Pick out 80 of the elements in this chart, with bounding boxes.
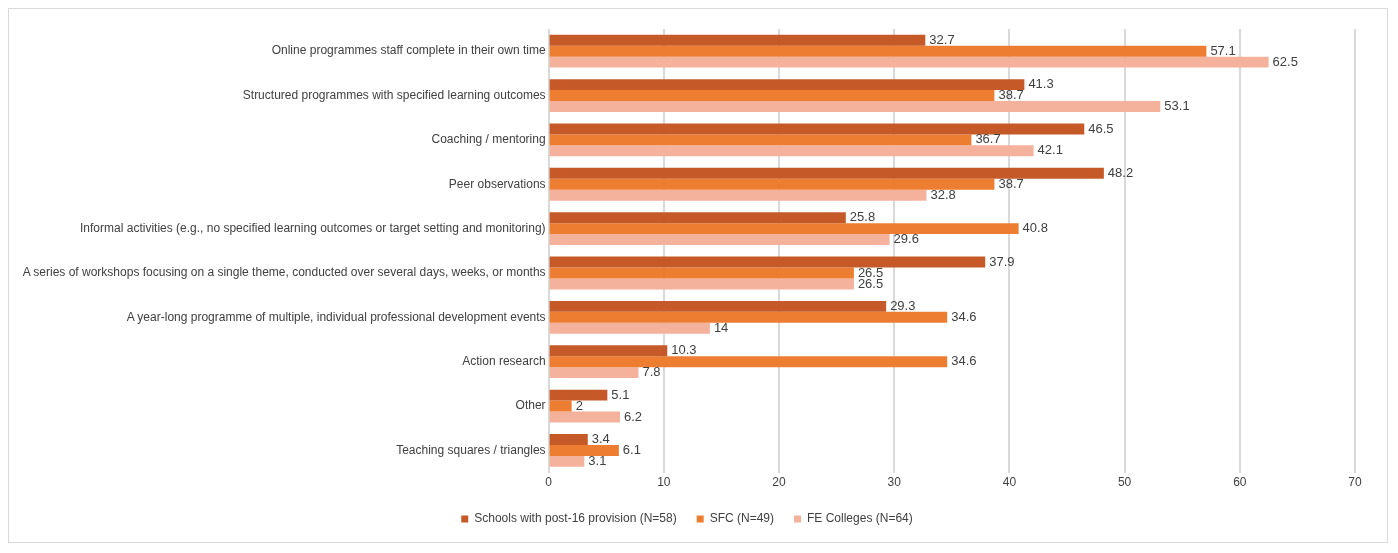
data-label: 34.6 <box>951 308 977 324</box>
legend-label: Schools with post-16 provision (N=58) <box>474 511 677 526</box>
bar <box>549 322 710 334</box>
bar <box>549 45 1207 57</box>
bar <box>549 167 1104 179</box>
data-label: 25.8 <box>849 209 876 225</box>
y-tick-label: Coaching / mentoring <box>431 132 546 147</box>
legend-label: SFC (N=49) <box>709 511 775 526</box>
bar <box>549 234 890 246</box>
y-tick-label: A series of workshops focusing on a single theme, conducted over several days, weeks, or months <box>22 265 546 280</box>
bar <box>549 300 887 312</box>
bar <box>549 101 1161 112</box>
bar <box>549 400 572 412</box>
y-tick-label: Other <box>515 398 546 413</box>
data-label: 46.5 <box>1088 120 1114 136</box>
data-label: 38.7 <box>998 87 1024 103</box>
bar <box>549 178 995 190</box>
bar <box>549 434 588 445</box>
data-label: 53.1 <box>1164 98 1190 114</box>
data-label: 7.8 <box>642 364 661 380</box>
bar <box>549 278 854 290</box>
bar <box>549 345 668 357</box>
bar <box>549 56 1269 68</box>
data-label: 40.8 <box>1022 220 1048 236</box>
y-tick-label: Peer observations <box>448 176 546 191</box>
legend-label: FE Colleges (N=64) <box>807 511 913 526</box>
bar <box>549 34 926 46</box>
x-tick-label: 0 <box>545 475 553 490</box>
data-label: 6.2 <box>624 408 643 424</box>
bar <box>549 145 1034 157</box>
data-label: 14 <box>713 319 729 335</box>
data-label: 62.5 <box>1272 53 1298 69</box>
y-tick-label: Structured programmes with specified learning outcomes <box>242 87 546 102</box>
y-tick-label: Informal activities (e.g., no specified learning outcomes or target setting and monitoring) <box>80 220 546 235</box>
y-tick-label: Online programmes staff complete in their own time <box>271 43 546 58</box>
data-label: 57.1 <box>1210 42 1236 58</box>
data-label: 38.7 <box>998 175 1024 191</box>
data-label: 3.4 <box>591 431 610 447</box>
bar <box>549 79 1025 91</box>
x-tick-label: 30 <box>887 475 902 490</box>
x-tick-label: 70 <box>1348 475 1362 490</box>
y-tick-label: A year-long programme of multiple, individual professional development events <box>126 309 546 324</box>
data-label: 36.7 <box>975 131 1001 147</box>
bar <box>549 123 1085 135</box>
data-label: 2 <box>575 397 583 413</box>
bar <box>549 455 585 467</box>
x-tick-label: 50 <box>1117 475 1132 490</box>
x-tick-label: 10 <box>657 475 671 490</box>
data-label: 26.5 <box>857 264 884 280</box>
bar <box>549 367 639 379</box>
data-label: 10.3 <box>671 342 697 358</box>
bar <box>549 189 927 201</box>
data-label: 29.3 <box>890 297 916 313</box>
data-label: 37.9 <box>989 253 1015 269</box>
data-label: 3.1 <box>588 452 607 468</box>
y-tick-label: Action research <box>462 354 546 369</box>
bar <box>549 389 608 401</box>
bar <box>549 134 972 146</box>
data-label: 6.1 <box>622 442 641 457</box>
bar <box>549 444 619 456</box>
bar <box>549 212 846 224</box>
bar <box>549 411 621 423</box>
bar <box>549 90 995 102</box>
bar <box>549 356 948 368</box>
bar <box>549 311 948 323</box>
data-label: 29.6 <box>893 231 919 247</box>
data-label: 42.1 <box>1037 142 1063 158</box>
y-tick-label: Teaching squares / triangles <box>396 442 546 457</box>
data-label: 32.8 <box>930 186 956 202</box>
data-label: 34.6 <box>951 353 977 369</box>
x-tick-label: 40 <box>1002 475 1017 490</box>
x-tick-label: 60 <box>1233 475 1247 490</box>
x-tick-label: 20 <box>772 475 786 490</box>
bar <box>549 223 1019 235</box>
data-label: 48.2 <box>1107 164 1134 180</box>
data-label: 41.3 <box>1028 76 1054 92</box>
data-label: 5.1 <box>611 386 630 402</box>
data-label: 32.7 <box>929 31 955 47</box>
bar <box>549 256 986 268</box>
bar <box>549 267 854 279</box>
